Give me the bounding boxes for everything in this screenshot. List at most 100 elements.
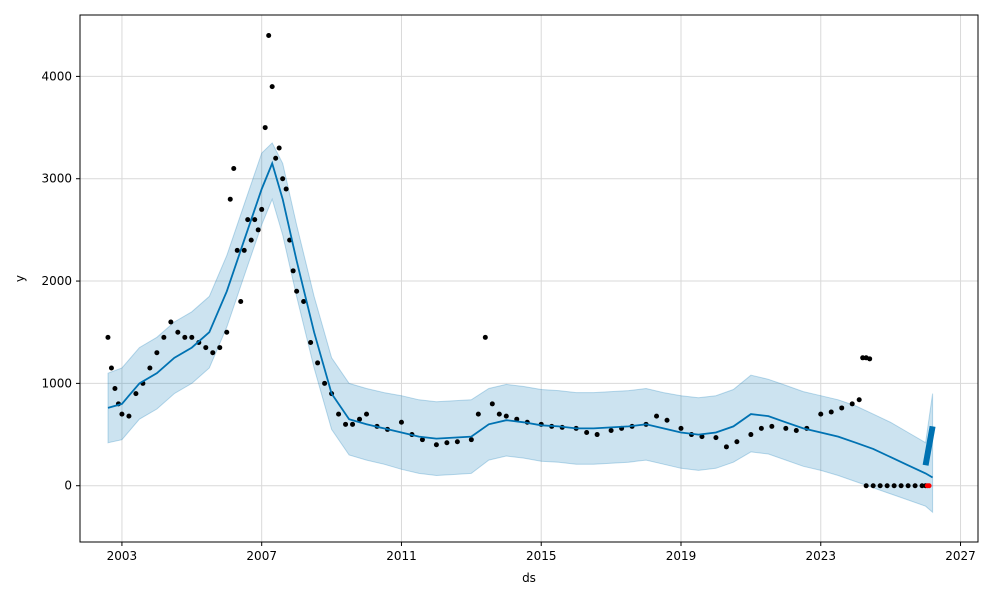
observed-point — [364, 411, 370, 417]
observed-point — [783, 425, 789, 431]
observed-point — [905, 483, 911, 489]
observed-point — [699, 434, 705, 440]
x-tick-label: 2003 — [107, 549, 138, 563]
observed-point — [608, 427, 614, 433]
observed-point — [723, 444, 729, 450]
observed-point — [161, 334, 167, 340]
observed-point — [269, 84, 275, 90]
observed-point — [877, 483, 883, 489]
observed-point — [654, 413, 660, 419]
y-tick-label: 2000 — [41, 274, 72, 288]
observed-point — [273, 155, 279, 161]
x-tick-label: 2011 — [386, 549, 417, 563]
observed-point — [870, 483, 876, 489]
observed-point — [252, 217, 258, 223]
observed-point — [108, 365, 114, 371]
y-tick-label: 1000 — [41, 376, 72, 390]
observed-point — [503, 413, 509, 419]
observed-point — [280, 176, 286, 182]
observed-point — [713, 435, 719, 441]
observed-point — [112, 386, 118, 392]
observed-point — [336, 411, 342, 417]
observed-point — [398, 419, 404, 425]
observed-point — [266, 32, 272, 38]
observed-point — [290, 268, 296, 274]
observed-point — [315, 360, 321, 366]
observed-point — [189, 334, 195, 340]
y-axis-ticks: 0 1000 2000 3000 4000 — [41, 69, 80, 493]
observed-point — [259, 206, 265, 212]
observed-point — [255, 227, 261, 233]
gridlines — [80, 15, 978, 542]
observed-point — [308, 339, 314, 345]
observed-point — [133, 391, 139, 397]
x-tick-label: 2023 — [805, 549, 836, 563]
observed-point — [482, 334, 488, 340]
observed-point — [912, 483, 918, 489]
observed-point — [227, 196, 233, 202]
observed-point — [919, 483, 925, 489]
x-tick-label: 2027 — [945, 549, 976, 563]
observed-point — [322, 380, 328, 386]
observed-point — [248, 237, 254, 243]
y-tick-label: 3000 — [41, 172, 72, 186]
observed-point — [454, 439, 460, 445]
observed-point — [856, 397, 862, 403]
x-tick-label: 2019 — [666, 549, 697, 563]
observed-point — [793, 427, 799, 433]
observed-point — [475, 411, 481, 417]
y-tick-label: 4000 — [41, 69, 72, 83]
forecast-series-line — [107, 160, 934, 479]
observed-point — [664, 417, 670, 423]
observed-point — [217, 345, 223, 351]
observed-point — [468, 437, 474, 443]
observed-point — [231, 165, 237, 171]
observed-point — [678, 425, 684, 431]
observed-point — [294, 288, 300, 294]
x-axis-label: ds — [522, 571, 536, 585]
forecast-tail — [922, 425, 936, 466]
uncertainty-area — [107, 142, 934, 514]
observed-point — [489, 401, 495, 407]
x-axis-ticks: 2003 2007 2011 2015 2019 2023 2027 — [107, 542, 976, 563]
observed-point — [147, 365, 153, 371]
observed-point — [818, 411, 824, 417]
observed-point — [175, 329, 181, 335]
x-tick-label: 2007 — [246, 549, 277, 563]
observed-point — [584, 430, 590, 436]
plot-frame — [79, 14, 979, 543]
observed-point — [357, 416, 363, 422]
y-tick-label: 0 — [64, 479, 72, 493]
observed-point — [863, 483, 869, 489]
observed-point — [867, 356, 873, 362]
observed-point — [839, 405, 845, 411]
observed-point — [891, 483, 897, 489]
observed-point — [262, 125, 268, 131]
observed-point — [758, 425, 764, 431]
observed-point — [849, 401, 855, 407]
observed-point — [105, 334, 111, 340]
observed-point — [734, 439, 740, 445]
observed-point — [433, 442, 439, 448]
observed-point — [276, 145, 282, 151]
observed-point — [119, 411, 125, 417]
observed-point — [444, 440, 450, 446]
uncertainty-band — [107, 142, 934, 514]
observed-point — [154, 350, 160, 356]
observed-point — [828, 409, 834, 415]
observed-point — [898, 483, 904, 489]
x-tick-label: 2015 — [526, 549, 557, 563]
highlight-point — [926, 483, 932, 489]
observed-point — [419, 437, 425, 443]
observed-point — [234, 247, 240, 253]
observed-point — [126, 413, 132, 419]
observed-point — [168, 319, 174, 325]
observed-point — [238, 299, 244, 305]
observed-point — [182, 334, 188, 340]
observed-point — [301, 299, 307, 305]
observed-point — [594, 432, 600, 438]
observed-point — [769, 423, 775, 429]
observed-point — [241, 247, 247, 253]
